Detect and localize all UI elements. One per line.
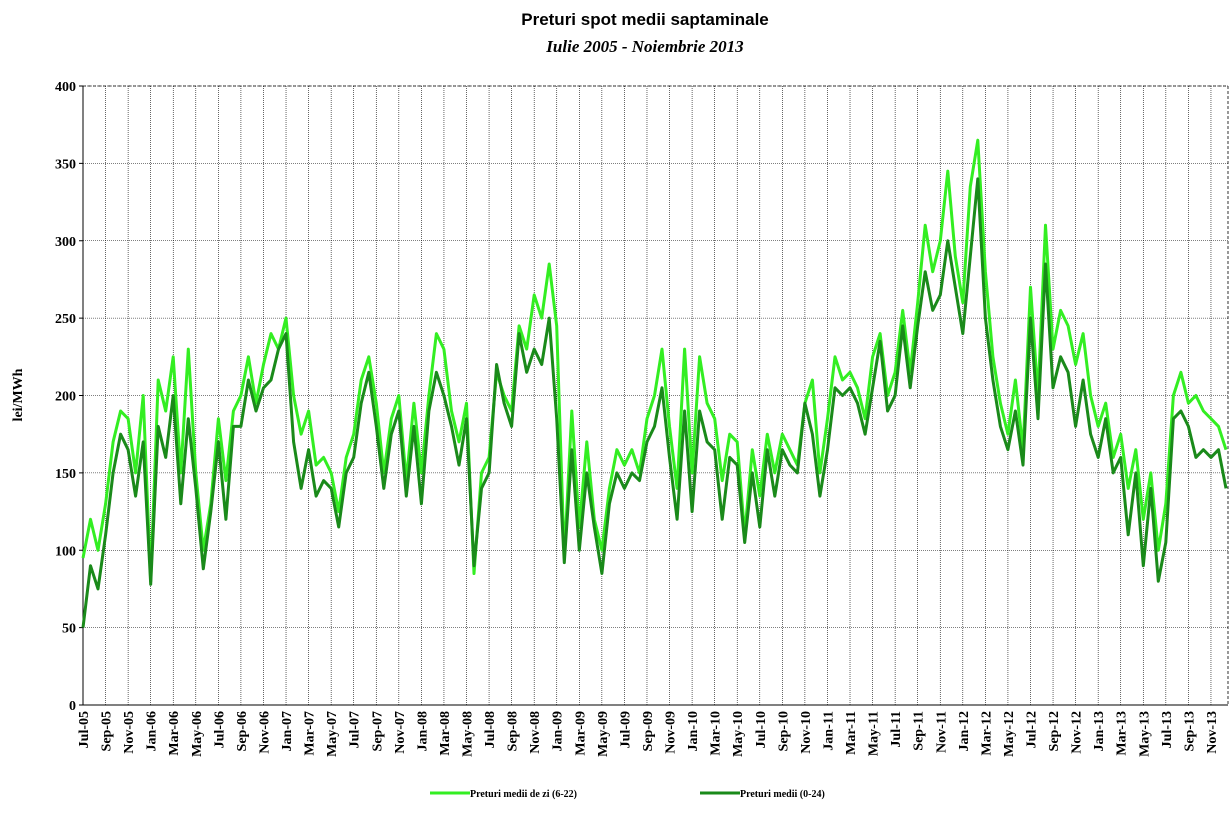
x-tick-label: Nov-06 bbox=[257, 711, 272, 754]
x-tick-label: Nov-07 bbox=[393, 711, 408, 754]
series-line bbox=[81, 138, 1228, 583]
x-tick-label: Jul-10 bbox=[754, 711, 769, 748]
x-tick-label: May-11 bbox=[867, 711, 882, 756]
x-tick-label: Jul-13 bbox=[1160, 711, 1175, 748]
x-tick-label: Mar-06 bbox=[167, 711, 182, 756]
x-tick-label: Jan-09 bbox=[551, 711, 566, 751]
x-tick-label: Jan-08 bbox=[415, 711, 430, 751]
x-tick-label: Nov-12 bbox=[1070, 711, 1085, 754]
x-tick-label: Sep-05 bbox=[100, 711, 115, 751]
x-tick-label: May-08 bbox=[461, 711, 476, 757]
x-tick-label: Sep-10 bbox=[776, 711, 791, 751]
x-tick-label: Mar-11 bbox=[844, 711, 859, 755]
y-axis-label: lei/MWh bbox=[11, 368, 26, 421]
legend-label: Preturi medii de zi (6-22) bbox=[470, 789, 577, 800]
y-tick-label: 350 bbox=[55, 157, 76, 172]
x-tick-label: Mar-07 bbox=[303, 711, 318, 756]
x-tick-label: Jul-12 bbox=[1024, 711, 1039, 748]
x-tick-label: May-09 bbox=[596, 711, 611, 757]
x-tick-label: Sep-07 bbox=[370, 711, 385, 751]
x-tick-label: Jan-12 bbox=[957, 711, 972, 751]
x-tick-label: Mar-09 bbox=[573, 711, 588, 756]
x-tick-label: Sep-08 bbox=[506, 711, 521, 751]
x-tick-label: Nov-13 bbox=[1205, 711, 1220, 754]
x-tick-label: Jan-11 bbox=[821, 711, 836, 751]
x-tick-label: Nov-11 bbox=[934, 711, 949, 753]
x-tick-label: Nov-08 bbox=[528, 711, 543, 754]
x-tick-label: Mar-10 bbox=[709, 711, 724, 756]
y-tick-label: 250 bbox=[55, 312, 76, 327]
y-tick-label: 150 bbox=[55, 467, 76, 482]
chart-title: Preturi spot medii saptaminale bbox=[521, 10, 769, 29]
x-tick-label: Jul-11 bbox=[889, 711, 904, 748]
x-tick-label: Jul-08 bbox=[483, 711, 498, 748]
x-tick-label: Nov-09 bbox=[664, 711, 679, 754]
x-tick-label: Jul-07 bbox=[348, 711, 363, 748]
y-tick-label: 400 bbox=[55, 80, 76, 95]
x-tick-label: Jan-10 bbox=[686, 711, 701, 751]
x-tick-label: Jan-13 bbox=[1092, 711, 1107, 751]
y-tick-label: 300 bbox=[55, 235, 76, 250]
x-tick-label: May-10 bbox=[731, 711, 746, 757]
y-tick-label: 50 bbox=[62, 622, 76, 637]
y-tick-label: 200 bbox=[55, 390, 76, 405]
x-tick-label: May-12 bbox=[1002, 711, 1017, 757]
x-tick-label: May-13 bbox=[1137, 711, 1152, 757]
x-tick-label: Mar-12 bbox=[979, 711, 994, 756]
x-tick-label: Jul-06 bbox=[212, 711, 227, 748]
x-tick-label: Sep-09 bbox=[641, 711, 656, 751]
x-tick-label: Jul-05 bbox=[77, 711, 92, 748]
x-tick-label: Sep-06 bbox=[235, 711, 250, 751]
x-tick-label: Jul-09 bbox=[618, 711, 633, 748]
y-tick-label: 100 bbox=[55, 544, 76, 559]
x-tick-label: Mar-13 bbox=[1115, 711, 1130, 756]
x-tick-label: Nov-05 bbox=[122, 711, 137, 754]
legend-label: Preturi medii (0-24) bbox=[740, 789, 825, 800]
x-tick-label: May-07 bbox=[325, 711, 340, 757]
y-tick-label: 0 bbox=[69, 699, 76, 714]
series-line bbox=[81, 177, 1228, 628]
x-tick-label: Sep-13 bbox=[1182, 711, 1197, 751]
x-tick-label: Mar-08 bbox=[438, 711, 453, 756]
x-tick-label: Sep-12 bbox=[1047, 711, 1062, 751]
x-tick-label: Nov-10 bbox=[799, 711, 814, 754]
chart-subtitle: Iulie 2005 - Noiembrie 2013 bbox=[545, 37, 744, 56]
x-tick-label: Jan-07 bbox=[280, 711, 295, 751]
x-tick-label: May-06 bbox=[190, 711, 205, 757]
x-tick-label: Sep-11 bbox=[912, 711, 927, 751]
x-tick-label: Jan-06 bbox=[145, 711, 160, 751]
